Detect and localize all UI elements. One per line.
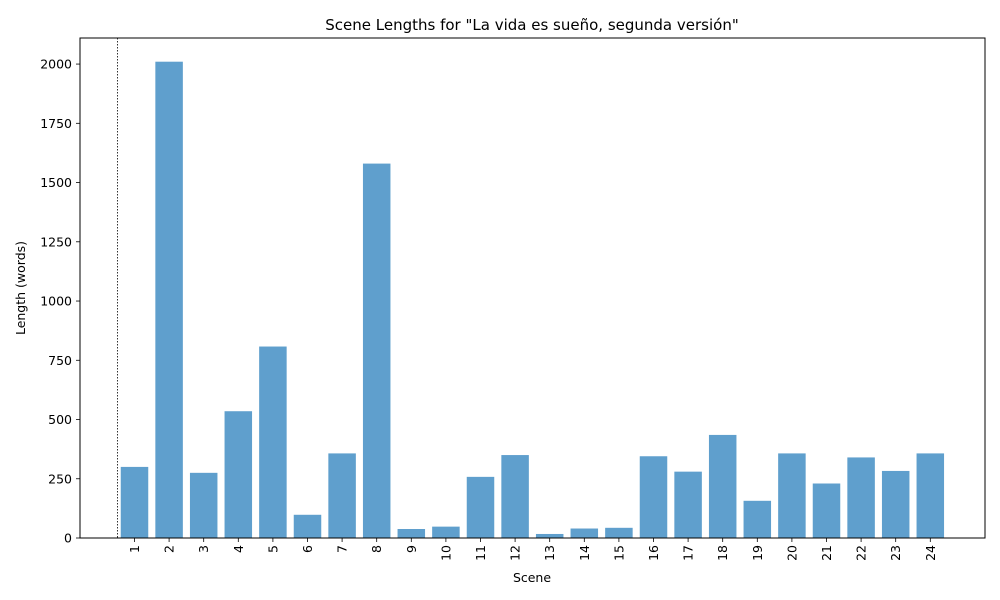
bar-scene-9: [397, 529, 426, 538]
y-tick-label: 1750: [40, 116, 72, 131]
x-tick-label: 22: [854, 545, 869, 561]
y-tick-label: 0: [64, 531, 72, 546]
x-tick-label: 2: [162, 545, 177, 553]
x-axis: 1 2 3 4 5 6 7 8 9 10 11 12 13 14 15 16 17 18 19 20 21 22 23 24: [127, 538, 938, 561]
x-tick-label: 6: [300, 545, 315, 553]
x-tick-label: 8: [369, 545, 384, 553]
bar-scene-15: [605, 527, 633, 538]
y-tick-label: 1000: [40, 294, 72, 309]
x-tick-label: 18: [715, 545, 730, 561]
bar-scene-14: [570, 528, 599, 538]
x-tick-label: 11: [473, 545, 488, 561]
bar-scene-20: [778, 453, 806, 538]
y-tick-label: 2000: [40, 57, 72, 72]
x-tick-label: 10: [438, 545, 453, 561]
bar-scene-10: [432, 526, 460, 538]
y-tick-label: 500: [48, 412, 72, 427]
bar-scene-6: [293, 514, 322, 538]
bar-scene-18: [708, 434, 737, 538]
bar-scene-21: [812, 483, 841, 538]
x-tick-label: 4: [231, 545, 246, 553]
bar-scene-17: [674, 471, 702, 538]
chart-title: Scene Lengths for "La vida es sueño, seg…: [325, 16, 738, 34]
bar-scene-1: [120, 466, 149, 538]
x-tick-label: 20: [784, 545, 799, 561]
bar-scene-2: [155, 61, 183, 538]
bar-scene-8: [362, 163, 391, 538]
bar-scene-13: [535, 533, 564, 538]
x-tick-label: 5: [265, 545, 280, 553]
bar-scene-22: [847, 457, 875, 538]
y-tick-label: 1250: [40, 234, 72, 249]
bar-scene-19: [743, 500, 772, 538]
bar-scene-3: [189, 472, 218, 538]
x-tick-label: 21: [819, 545, 834, 561]
bar-scene-12: [501, 455, 529, 538]
x-tick-label: 1: [127, 545, 142, 553]
x-tick-label: 9: [404, 545, 419, 553]
x-tick-label: 16: [646, 545, 661, 561]
x-tick-label: 12: [508, 545, 523, 561]
plot-frame: [79, 37, 986, 539]
bar-scene-24: [916, 453, 945, 538]
x-tick-label: 3: [196, 545, 211, 553]
bars-group: [120, 61, 945, 538]
x-tick-label: 17: [681, 545, 696, 561]
y-tick-label: 250: [48, 471, 72, 486]
bar-scene-7: [328, 453, 356, 538]
bar-scene-16: [639, 456, 668, 538]
bar-scene-23: [881, 470, 910, 538]
x-tick-label: 19: [750, 545, 765, 561]
bar-scene-11: [466, 476, 495, 538]
x-tick-label: 23: [888, 545, 903, 561]
bar-scene-4: [224, 411, 253, 538]
x-tick-label: 24: [923, 545, 938, 561]
y-tick-label: 750: [48, 353, 72, 368]
x-tick-label: 13: [542, 545, 557, 561]
x-tick-label: 15: [611, 545, 626, 561]
y-tick-label: 1500: [40, 175, 72, 190]
x-axis-label: Scene: [513, 570, 551, 585]
bar-scene-5: [259, 346, 287, 538]
y-axis: 0 250 500 750 1000 1250 1500 1750 2000: [40, 57, 80, 546]
x-tick-label: 14: [577, 545, 592, 561]
y-axis-label: Length (words): [13, 241, 28, 335]
x-tick-label: 7: [335, 545, 350, 553]
